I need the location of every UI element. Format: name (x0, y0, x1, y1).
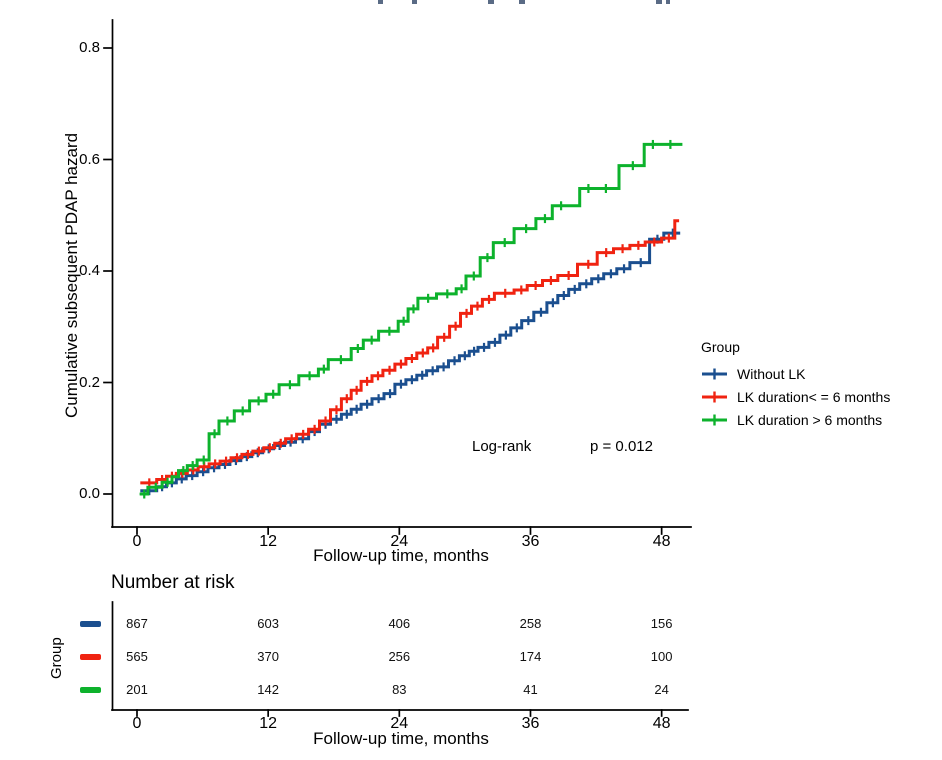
risk-count: 142 (257, 682, 279, 697)
y-tick-label: 0.0 (79, 485, 100, 502)
legend-entries: Without LK LK duration< = 6 months LK dura… (701, 362, 931, 431)
x-axis-title: Follow-up time, months (313, 546, 489, 565)
risk-table-group-label: Group (48, 637, 65, 679)
risk-x-tick-label: 36 (521, 715, 540, 732)
legend: Group Without LK LK duration< = 6 months L… (701, 339, 931, 431)
risk-x-tick-label: 24 (390, 715, 409, 732)
cropped-title-fragment (519, 0, 525, 4)
cropped-title-fragment (488, 0, 494, 4)
legend-entry-0: Without LK (701, 362, 931, 385)
y-tick-label: 0.6 (79, 150, 100, 168)
risk-count: 156 (650, 616, 673, 631)
legend-title: Group (701, 339, 740, 355)
risk-row-swatch-2 (80, 687, 101, 693)
risk-count: 201 (126, 682, 148, 697)
risk-count: 174 (519, 649, 542, 664)
x-tick-label: 24 (390, 533, 409, 550)
x-tick-label: 0 (132, 533, 142, 550)
risk-row-swatch-0 (80, 621, 101, 627)
risk-count: 603 (257, 616, 279, 631)
cropped-title-fragment (412, 0, 417, 4)
risk-count: 83 (392, 682, 407, 697)
risk-x-tick-label: 48 (652, 715, 671, 732)
y-tick-label: 0.4 (79, 262, 100, 279)
risk-count: 867 (126, 616, 148, 631)
risk-table-x-axis-title: Follow-up time, months (313, 729, 489, 748)
risk-count: 41 (523, 682, 538, 697)
legend-entry-label: LK duration< = 6 months (737, 388, 891, 405)
y-tick-label: 0.2 (79, 373, 100, 391)
cropped-title-fragment (666, 0, 670, 4)
cropped-title-fragment (656, 0, 662, 4)
logrank-label: Log-rank (472, 438, 532, 455)
p-value: p = 0.012 (590, 438, 653, 455)
risk-row-swatch-1 (80, 654, 101, 660)
risk-count: 24 (654, 682, 669, 697)
x-tick-label: 12 (259, 533, 278, 550)
risk-x-tick-label: 12 (259, 715, 278, 732)
cropped-title-fragment (378, 0, 383, 4)
y-tick-label: 0.8 (79, 39, 100, 56)
risk-count: 406 (388, 616, 411, 631)
risk-count: 370 (257, 649, 279, 664)
risk-count: 565 (126, 649, 148, 664)
x-tick-label: 48 (652, 533, 671, 550)
x-tick-label: 36 (521, 533, 540, 550)
legend-key-line-icon (702, 368, 727, 379)
legend-entry-1: LK duration< = 6 months (701, 385, 931, 408)
risk-count: 258 (519, 616, 542, 631)
legend-entry-2: LK duration > 6 months (701, 408, 931, 431)
legend-key-line-icon (702, 391, 727, 402)
risk-x-tick-label: 0 (132, 715, 142, 732)
legend-entry-label: LK duration > 6 months (737, 411, 883, 428)
legend-entry-label: Without LK (737, 365, 806, 382)
risk-count: 256 (388, 649, 411, 664)
risk-count: 100 (650, 649, 673, 664)
legend-key-line-icon (702, 414, 727, 425)
risk-table-title: Number at risk (111, 572, 235, 593)
